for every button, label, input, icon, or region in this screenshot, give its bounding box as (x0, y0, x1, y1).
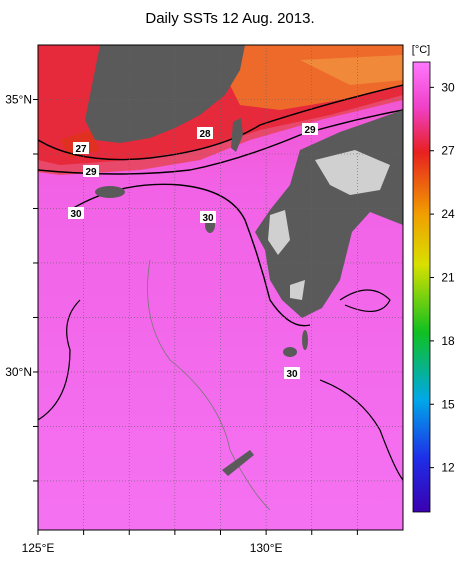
colorbar-tick-label: 30 (441, 80, 455, 94)
colorbar (412, 61, 431, 513)
contour-label: 29 (304, 125, 316, 136)
label-box (284, 367, 300, 379)
colorbar-tick-label: 15 (441, 397, 455, 411)
x-tick-label: 125°E (22, 541, 55, 555)
contour-labels: 27 28 29 29 30 30 30 (68, 123, 318, 380)
contour (38, 84, 403, 161)
colorbar-tick-label: 18 (441, 334, 455, 348)
contour-label: 30 (70, 209, 82, 220)
colorbar-ticks: 12 15 18 21 24 27 30 (430, 80, 455, 475)
label-box (83, 165, 99, 177)
no-data (268, 210, 290, 255)
no-data (290, 280, 305, 300)
colorbar-unit: [°C] (412, 44, 430, 56)
colorbar-tick-label: 12 (441, 461, 455, 475)
warm-band (300, 55, 403, 85)
label-box (73, 142, 89, 154)
title: Daily SSTs 12 Aug. 2013. (145, 10, 314, 27)
x-tick-label: 130°E (250, 541, 283, 555)
contour-label: 28 (199, 129, 211, 140)
contour (38, 299, 81, 421)
y-tick-label: 30°N (5, 365, 32, 379)
colorbar-tick-label: 27 (441, 144, 455, 158)
label-box (200, 211, 216, 223)
contour-label: 29 (85, 167, 97, 178)
y-tick-label: 35°N (5, 92, 32, 106)
colorbar-tick-label: 24 (441, 207, 455, 221)
contour (38, 109, 403, 175)
no-data (315, 150, 390, 195)
tsushima (231, 118, 243, 152)
grid (37, 45, 403, 530)
jeju (95, 186, 125, 198)
amami (222, 450, 254, 476)
island (302, 330, 308, 350)
contour-label: 30 (202, 213, 214, 224)
korea (85, 45, 245, 143)
contour-label: 30 (286, 369, 298, 380)
contour-label: 27 (75, 144, 87, 155)
label-box (197, 127, 213, 139)
contour (319, 379, 403, 481)
contour (69, 183, 311, 327)
contour (339, 289, 391, 312)
label-box (68, 207, 84, 219)
contour (147, 259, 271, 511)
colorbar-tick-label: 21 (441, 270, 455, 284)
label-box (302, 123, 318, 135)
island (283, 347, 297, 357)
axis-ticks: 125°E 130°E 30°N 35°N (5, 92, 358, 555)
